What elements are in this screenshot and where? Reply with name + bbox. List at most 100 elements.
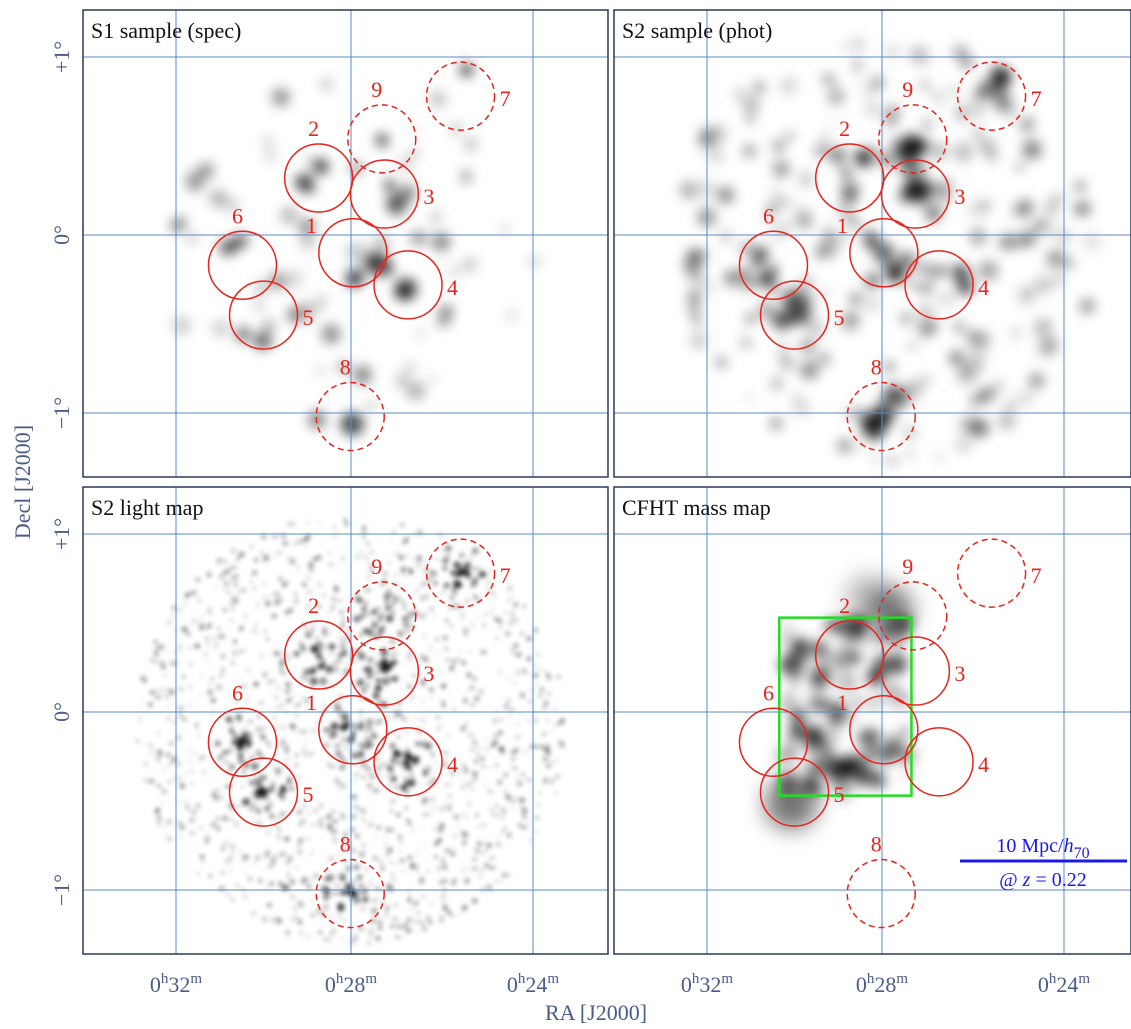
- group-label-8: 8: [871, 355, 882, 380]
- group-markers: 1 2 3 4 5 6 7 8 9: [207, 61, 511, 452]
- panel-frame: [82, 486, 609, 955]
- group-circle-7: [425, 61, 496, 131]
- scale-bar: 10 Mpc/h70 @ z = 0.22: [960, 835, 1127, 891]
- group-circle-8: [846, 858, 916, 929]
- panel-2: 1 2 3 4 5 6 7 8 9 S2 sample (phot): [613, 9, 1131, 478]
- group-circle-3: [880, 159, 951, 229]
- group-label-8: 8: [340, 355, 351, 380]
- group-circle-4: [373, 727, 443, 797]
- group-circle-5: [759, 280, 830, 350]
- group-circle-3: [349, 636, 420, 706]
- group-circle-2: [814, 143, 885, 213]
- group-label-3: 3: [954, 661, 965, 686]
- group-circle-7: [956, 538, 1027, 608]
- group-label-7: 7: [500, 563, 511, 588]
- group-markers: 1 2 3 4 5 6 7 8 9: [738, 61, 1042, 452]
- ra-tick-label: 0h24m: [507, 971, 560, 997]
- group-circle-5: [228, 757, 299, 827]
- panel-3: 1 2 3 4 5 6 7 8 9 S2 light map: [82, 486, 609, 955]
- group-circle-6: [738, 230, 809, 301]
- panel-title: S1 sample (spec): [91, 18, 241, 43]
- grid-lines: [83, 10, 608, 477]
- group-label-1: 1: [306, 213, 317, 238]
- dec-tick-label: 0°: [49, 702, 74, 722]
- group-circle-4: [904, 727, 974, 797]
- group-label-7: 7: [1031, 86, 1042, 111]
- grid-lines: [83, 487, 608, 954]
- group-circle-9: [346, 104, 417, 174]
- group-label-9: 9: [902, 77, 913, 102]
- group-circle-1: [318, 695, 388, 765]
- mass-map-footprint: [778, 616, 913, 797]
- group-circle-2: [283, 620, 354, 690]
- group-label-6: 6: [763, 203, 774, 228]
- group-label-1: 1: [306, 690, 317, 715]
- group-circle-7: [956, 61, 1027, 131]
- group-circle-8: [315, 858, 385, 929]
- group-label-9: 9: [371, 77, 382, 102]
- group-label-4: 4: [978, 275, 989, 300]
- panel-frame: [613, 9, 1131, 478]
- group-label-5: 5: [303, 305, 314, 330]
- group-circle-9: [346, 581, 417, 651]
- group-label-5: 5: [303, 782, 314, 807]
- group-circle-1: [849, 695, 919, 765]
- group-circle-2: [283, 143, 354, 213]
- dec-tick-label: +1°: [49, 518, 74, 550]
- group-label-4: 4: [978, 752, 989, 777]
- density-map: [170, 63, 540, 436]
- ra-tick-label: 0h32m: [150, 971, 203, 997]
- panel-1: 1 2 3 4 5 6 7 8 9 S1 sample (spec): [82, 9, 609, 478]
- density-map: [679, 37, 1101, 466]
- group-label-9: 9: [371, 554, 382, 579]
- group-label-7: 7: [500, 86, 511, 111]
- panel-title: S2 light map: [91, 495, 203, 520]
- group-circle-4: [904, 250, 974, 320]
- panel-4: 1 2 3 4 5 6 7 8 9 CFHT mass map: [613, 486, 1131, 955]
- group-label-1: 1: [837, 213, 848, 238]
- group-label-8: 8: [871, 832, 882, 857]
- group-circle-6: [207, 707, 278, 778]
- group-label-4: 4: [447, 275, 458, 300]
- group-circle-9: [877, 581, 948, 651]
- panel-title: S2 sample (phot): [622, 18, 772, 43]
- group-label-6: 6: [232, 203, 243, 228]
- group-label-7: 7: [1031, 563, 1042, 588]
- x-axis-label: RA [J2000]: [545, 1000, 647, 1025]
- group-circle-6: [738, 707, 809, 778]
- group-circle-5: [759, 757, 830, 827]
- dec-tick-label: +1°: [49, 41, 74, 73]
- group-label-6: 6: [763, 680, 774, 705]
- scale-bar-top-text: 10 Mpc/h70: [996, 835, 1089, 862]
- group-label-2: 2: [308, 593, 319, 618]
- panel-frame: [613, 486, 1131, 955]
- group-circle-7: [425, 538, 496, 608]
- group-label-3: 3: [423, 184, 434, 209]
- grid-lines: [614, 10, 1131, 477]
- ra-tick-label: 0h24m: [1038, 971, 1091, 997]
- group-circle-8: [846, 381, 916, 452]
- panel-frame: [82, 9, 609, 478]
- dec-tick-label: 0°: [49, 225, 74, 245]
- group-circle-2: [814, 620, 885, 690]
- group-circle-6: [207, 230, 278, 301]
- ra-tick-label: 0h32m: [681, 971, 734, 997]
- group-label-2: 2: [839, 593, 850, 618]
- dec-tick-label: −1°: [49, 397, 74, 429]
- ra-tick-label: 0h28m: [856, 971, 909, 997]
- group-circle-3: [880, 636, 951, 706]
- group-circle-4: [373, 250, 443, 320]
- scale-bar-bottom-text: @ z = 0.22: [999, 869, 1087, 891]
- group-circle-3: [349, 159, 420, 229]
- grid-lines: [614, 487, 1131, 954]
- group-label-8: 8: [340, 832, 351, 857]
- group-circle-1: [318, 218, 388, 288]
- density-map: [135, 518, 565, 945]
- group-label-9: 9: [902, 554, 913, 579]
- ra-tick-label: 0h28m: [325, 971, 378, 997]
- group-markers: 1 2 3 4 5 6 7 8 9: [738, 538, 1042, 929]
- group-circle-1: [849, 218, 919, 288]
- group-circle-9: [877, 104, 948, 174]
- group-circle-5: [228, 280, 299, 350]
